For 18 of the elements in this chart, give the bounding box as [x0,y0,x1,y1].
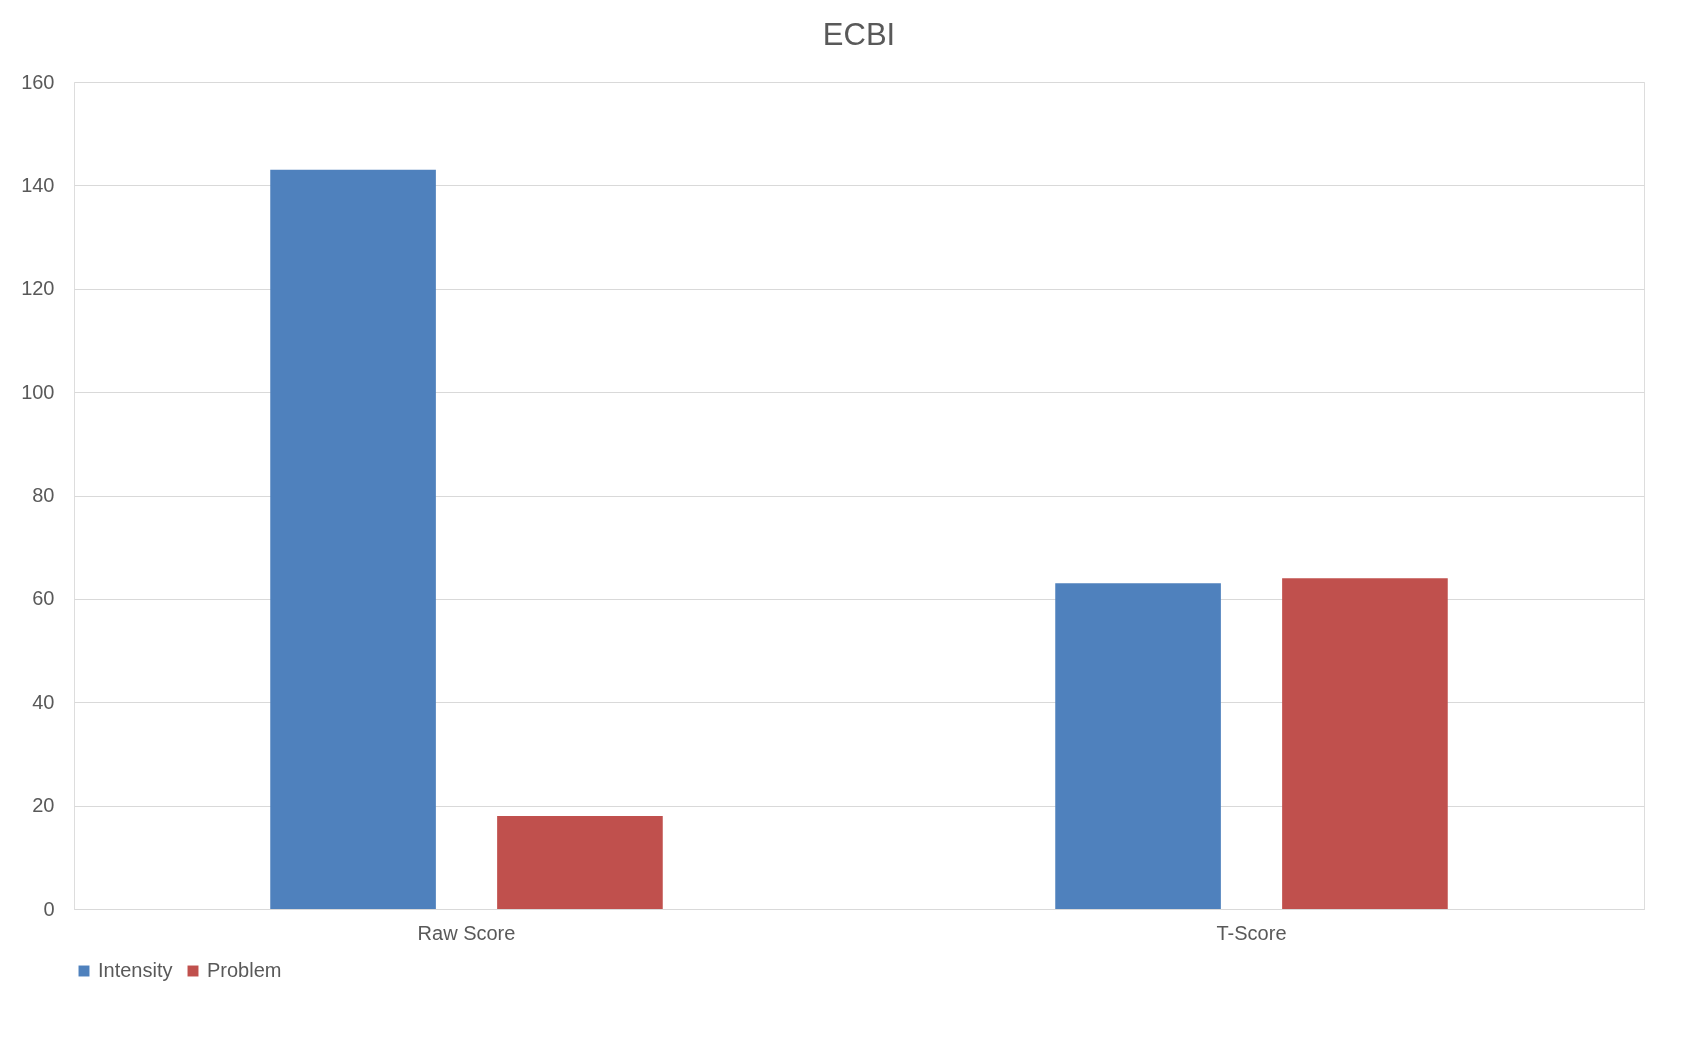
y-tick-label: 80 [32,484,55,506]
bar [1055,583,1221,909]
y-tick-label: 0 [43,897,55,920]
y-tick-label: 40 [32,690,55,713]
legend-label: Intensity [98,959,173,981]
x-tick-label: T-Score [1216,921,1287,944]
x-tick-label: Raw Score [417,921,516,944]
bar [1282,578,1448,909]
y-tick-label: 60 [32,587,55,610]
y-tick-label: 140 [21,173,55,196]
y-tick-label: 120 [21,277,55,300]
y-tick-label: 100 [21,380,55,403]
y-tick-label: 160 [21,70,55,93]
chart-title: ECBI [822,17,896,52]
y-tick-label: 20 [32,794,55,817]
bar [497,815,663,909]
bar [270,169,436,909]
legend-label: Problem [207,959,282,981]
